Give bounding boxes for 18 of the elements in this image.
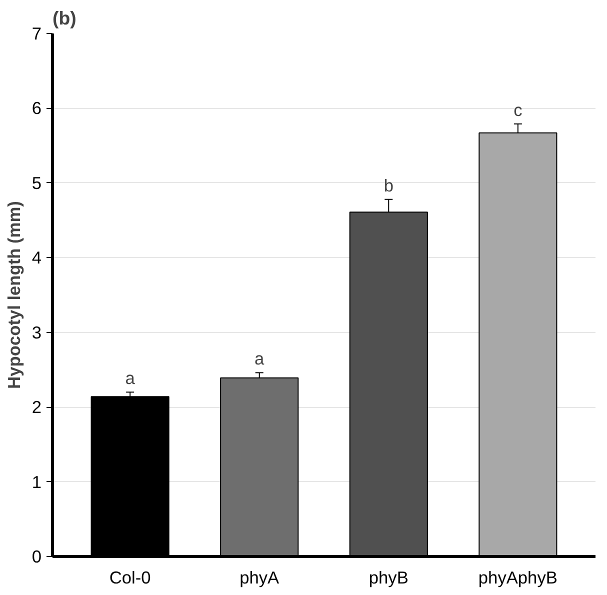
y-tick-label: 1 [32,472,42,492]
y-tick-label: 7 [32,24,42,44]
y-tick-label: 4 [32,248,42,268]
annotation: a [254,348,265,369]
x-tick-label: Col-0 [109,568,151,588]
annotation: a [125,368,136,388]
annotation: c [514,100,523,120]
y-axis-title: Hypocotyl length (mm) [4,201,24,389]
annotation: b [384,175,394,196]
x-tick-label: phyA [240,568,280,588]
y-tick-label: 6 [32,98,42,118]
chart-title: (b) [52,8,76,28]
y-tick-label: 5 [32,172,42,193]
x-tick-label: phyAphyB [478,568,558,588]
y-tick-label: 2 [32,397,42,418]
y-tick-label: 3 [32,322,42,342]
x-tick-label: phyB [368,568,408,588]
y-tick-label: 0 [32,546,42,566]
